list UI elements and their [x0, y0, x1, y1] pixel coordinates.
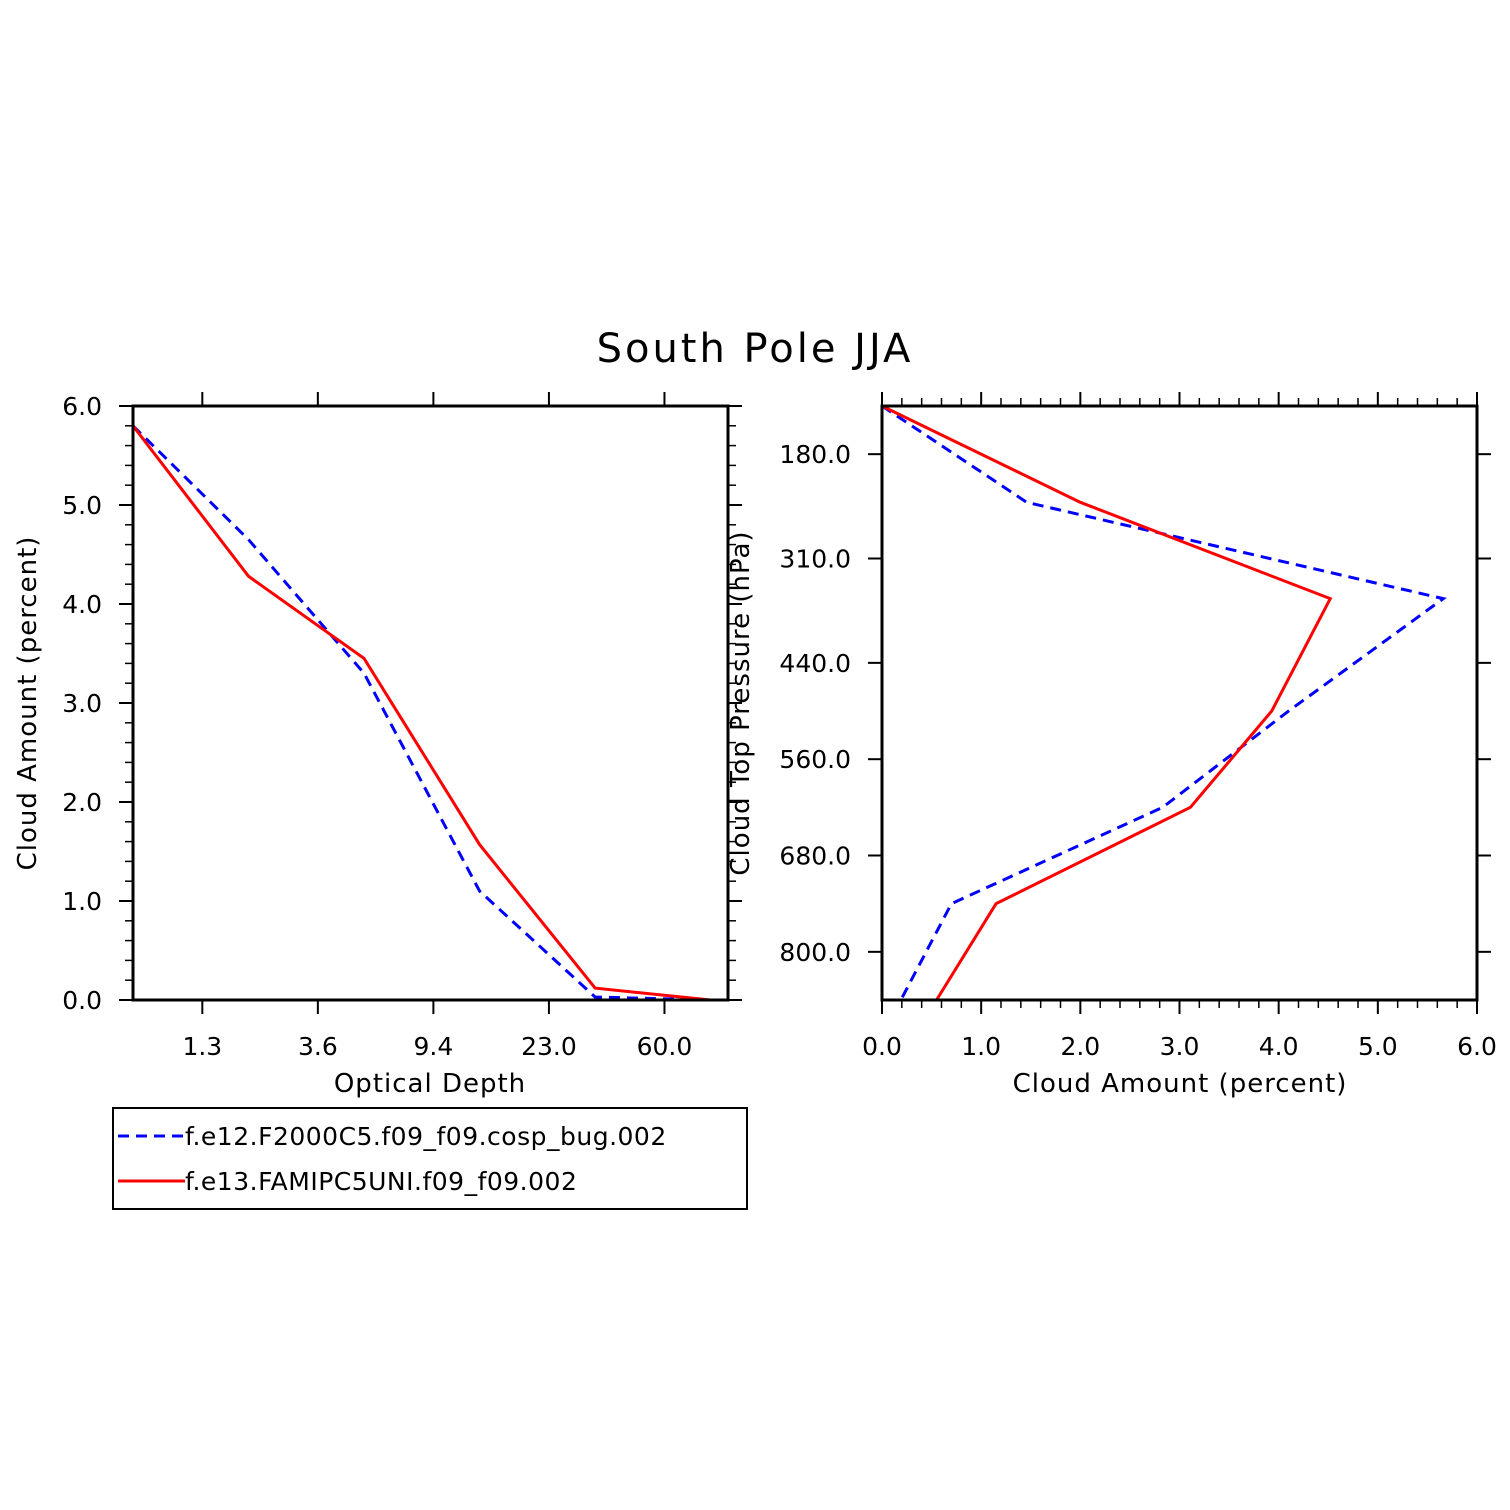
left-y-tick-label: 1.0 — [62, 887, 102, 916]
legend-label-series-1: f.e12.F2000C5.f09_f09.cosp_bug.002 — [185, 1122, 667, 1151]
left-series-1-line — [131, 424, 711, 1002]
right-series-1-line — [881, 404, 1447, 1001]
right-y-tick-label: 310.0 — [779, 545, 851, 574]
chart-title: South Pole JJA — [597, 326, 914, 372]
left-plot-area — [131, 424, 711, 1002]
right-y-axis-title: Cloud Top Pressure (hPa) — [726, 530, 756, 875]
left-plot-frame — [131, 404, 730, 1002]
left-y-tick-label: 5.0 — [62, 491, 102, 520]
right-y-tick-label: 560.0 — [779, 745, 851, 774]
right-plot-frame — [880, 404, 1479, 1002]
left-x-tick-label: 3.6 — [298, 1032, 338, 1061]
right-y-tick-label: 440.0 — [779, 649, 851, 678]
legend-label-series-2: f.e13.FAMIPC5UNI.f09_f09.002 — [185, 1167, 577, 1196]
left-y-tick-label: 2.0 — [62, 788, 102, 817]
right-x-tick-label: 2.0 — [1060, 1032, 1100, 1061]
left-y-tick-label: 3.0 — [62, 689, 102, 718]
left-x-tick-label: 1.3 — [182, 1032, 222, 1061]
right-axes: 0.0 1.0 2.0 3.0 4.0 5.0 6.0 180.0 310.0 440.0 560.… — [779, 392, 1497, 1061]
left-y-tick-label: 4.0 — [62, 590, 102, 619]
left-y-tick-label: 6.0 — [62, 392, 102, 421]
right-x-tick-label: 0.0 — [862, 1032, 902, 1061]
left-y-axis-title: Cloud Amount (percent) — [13, 536, 43, 871]
right-x-tick-label: 5.0 — [1358, 1032, 1398, 1061]
right-x-tick-label: 3.0 — [1160, 1032, 1200, 1061]
right-x-tick-label: 1.0 — [961, 1032, 1001, 1061]
optical-depth-panel: 0.0 1.0 2.0 3.0 4.0 5.0 6.0 1.3 3.6 9.4 23.0 60.0 O… — [13, 392, 742, 1099]
right-x-tick-label: 6.0 — [1457, 1032, 1497, 1061]
cloud-top-pressure-panel: 0.0 1.0 2.0 3.0 4.0 5.0 6.0 180.0 310.0 440.0 560.… — [726, 392, 1497, 1099]
left-x-tick-label: 9.4 — [414, 1032, 454, 1061]
left-y-tick-label: 0.0 — [62, 986, 102, 1015]
legend-box — [112, 1107, 748, 1210]
right-y-tick-label: 180.0 — [779, 440, 851, 469]
right-y-tick-label: 800.0 — [779, 938, 851, 967]
right-x-axis-title: Cloud Amount (percent) — [1013, 1069, 1348, 1099]
right-y-tick-label: 680.0 — [779, 842, 851, 871]
left-series-2-line — [131, 424, 711, 1002]
right-plot-area — [881, 404, 1447, 1001]
right-x-tick-label: 4.0 — [1259, 1032, 1299, 1061]
left-x-tick-label: 60.0 — [637, 1032, 693, 1061]
legend: f.e12.F2000C5.f09_f09.cosp_bug.002 f.e13… — [112, 1107, 748, 1210]
left-axes: 0.0 1.0 2.0 3.0 4.0 5.0 6.0 1.3 3.6 9.4 23.0 60.0 — [62, 392, 742, 1061]
left-x-axis-title: Optical Depth — [334, 1069, 526, 1099]
right-series-2-line — [881, 404, 1333, 1001]
left-x-tick-label: 23.0 — [521, 1032, 577, 1061]
